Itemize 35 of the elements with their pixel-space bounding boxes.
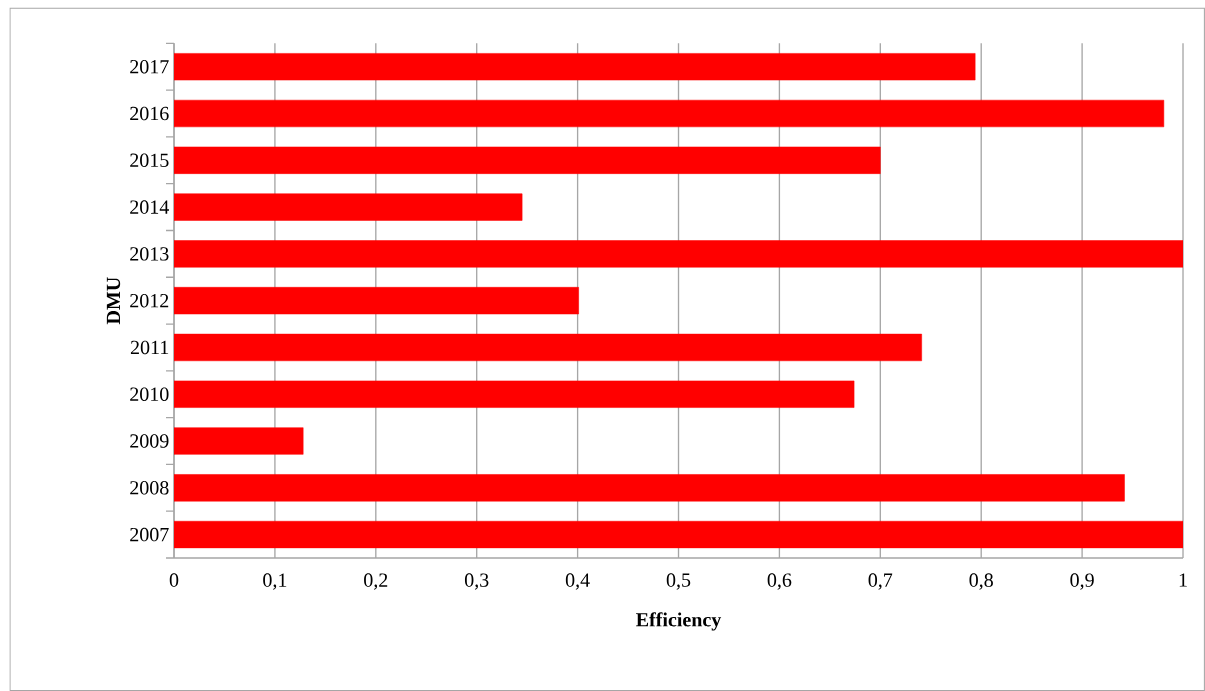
- y-tick-label: 2012: [130, 293, 169, 308]
- x-tick-label: 0,1: [263, 573, 287, 590]
- y-tick-label: 2014: [130, 200, 169, 214]
- x-tick-label: 0,8: [969, 573, 993, 590]
- x-tick-label: 0: [169, 573, 179, 587]
- bar: [174, 193, 523, 221]
- y-tick-label: 2010: [130, 387, 169, 401]
- bar: [174, 427, 304, 455]
- x-axis-title: Efficiency: [636, 612, 722, 631]
- x-tick-label: 0,3: [464, 573, 489, 590]
- y-tick-label: 2017: [130, 59, 169, 74]
- bar: [174, 146, 881, 174]
- x-tick-label: 0,4: [565, 573, 590, 590]
- y-tick-label: 2013: [130, 247, 169, 261]
- y-tick-label: 2007: [130, 527, 169, 542]
- x-tick-label: 1: [1179, 573, 1187, 587]
- bar: [174, 474, 1125, 502]
- y-axis-title: DMU: [106, 277, 121, 325]
- y-tick-label: 2008: [130, 481, 169, 495]
- x-tick-label: 0,7: [868, 573, 893, 590]
- bar: [174, 380, 855, 408]
- x-tick-label: 0,2: [364, 573, 388, 590]
- bar: [174, 520, 1184, 549]
- y-tick-label: 2015: [130, 153, 169, 168]
- x-tick-label: 0,5: [666, 573, 691, 590]
- bar: [174, 287, 579, 315]
- y-tick-label: 2016: [130, 106, 169, 121]
- bar: [174, 53, 976, 81]
- y-tick-label: 2009: [130, 434, 169, 448]
- bar: [174, 333, 922, 362]
- x-tick-label: 0,9: [1070, 573, 1094, 590]
- bar: [174, 240, 1184, 268]
- y-tick-label: 2011: [130, 340, 169, 355]
- bar: [174, 99, 1165, 128]
- x-tick-label: 0,6: [767, 573, 792, 590]
